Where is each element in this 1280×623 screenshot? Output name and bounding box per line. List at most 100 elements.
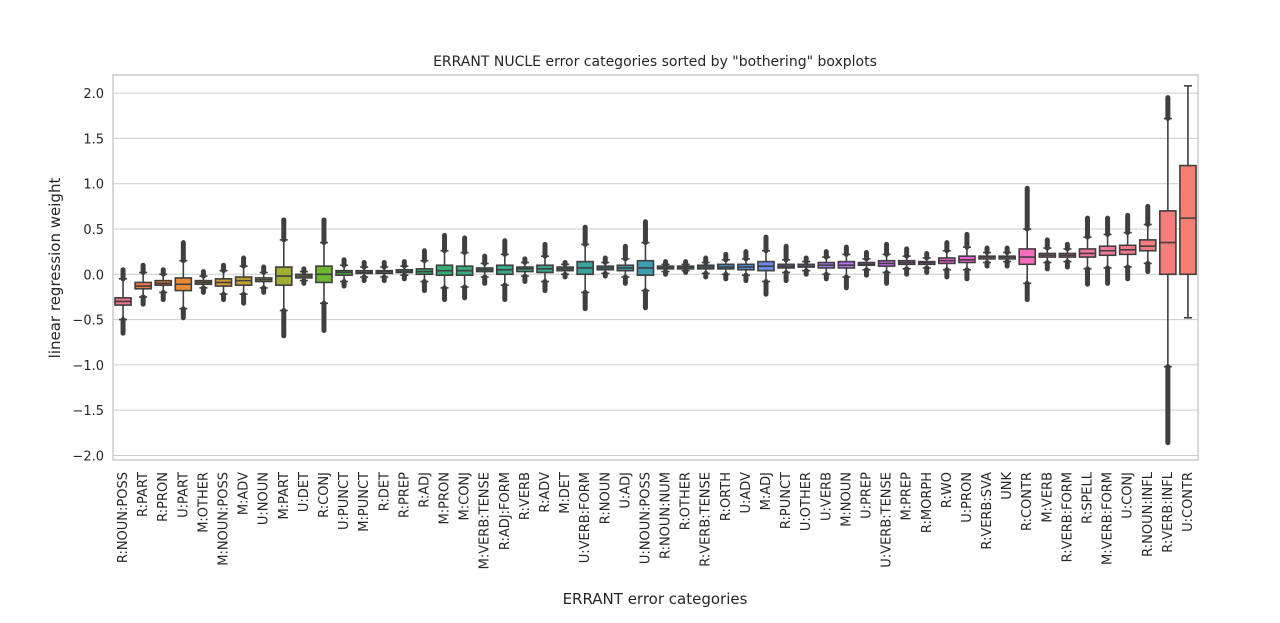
- x-tick-label: R:VERB:INFL: [1161, 471, 1176, 552]
- box-r-adj: [415, 248, 434, 294]
- box-r-verb: [516, 256, 534, 285]
- x-tick-label: M:VERB:FORM: [1101, 472, 1116, 565]
- y-tick-label: 1.5: [83, 132, 104, 147]
- x-tick-label: U:DET: [297, 472, 312, 512]
- y-tick-label: −1.0: [72, 359, 104, 374]
- y-tick-label: 2.0: [83, 87, 104, 102]
- x-tick-label: R:PRON: [156, 472, 171, 522]
- box-r-prep: [395, 259, 414, 282]
- gridlines: [113, 92, 1198, 456]
- box-m-part: [274, 217, 293, 339]
- x-tick-label: M:PART: [277, 472, 292, 520]
- y-tick-labels: 2.0 1.5 1.0 0.5 0.0 −0.5 −1.0 −1.5 −2.0: [72, 87, 104, 464]
- box-u-part: [174, 240, 193, 321]
- box-unk: [998, 245, 1016, 269]
- box-r-verb-form: [1058, 241, 1077, 270]
- plot-frame: [112, 74, 1199, 461]
- box-u-adv: [737, 249, 755, 284]
- y-tick-label: −1.5: [72, 404, 104, 419]
- box-m-verb-tense: [475, 253, 494, 286]
- box-m-adv: [234, 255, 253, 306]
- x-tick-label: U:PART: [176, 472, 191, 518]
- x-tick-label: U:VERB:TENSE: [880, 472, 895, 568]
- box-u-verb: [817, 249, 836, 282]
- box-r-spell: [1078, 215, 1097, 287]
- x-tick-label: M:VERB: [1040, 472, 1055, 523]
- y-axis-label: linear regression weight: [46, 178, 64, 359]
- x-tick-label: U:VERB:FORM: [578, 472, 593, 563]
- box-m-other: [194, 269, 213, 295]
- x-tick-label: R:NOUN:POSS: [116, 472, 131, 563]
- x-tick-label: M:ADJ: [759, 472, 774, 510]
- box-u-verb-form: [576, 224, 595, 312]
- box-u-contr: [1179, 85, 1197, 319]
- box-u-punct: [335, 257, 353, 289]
- x-tick-label: R:PUNCT: [779, 472, 794, 529]
- box-m-adj: [757, 234, 775, 297]
- box-r-part: [134, 262, 152, 307]
- box-u-noun-poss: [636, 219, 655, 311]
- box-u-det: [295, 266, 313, 286]
- y-tick-label: 0.0: [83, 268, 104, 283]
- x-tick-label: M:OTHER: [196, 472, 211, 533]
- box-m-noun-poss: [214, 262, 233, 303]
- x-tick-label: M:ADV: [237, 472, 252, 515]
- x-tick-label: UNK: [1000, 472, 1015, 500]
- x-tick-label: U:ADJ: [618, 472, 633, 509]
- box-r-orth: [716, 251, 735, 282]
- box-u-conj: [1118, 212, 1137, 282]
- box-r-other: [676, 259, 695, 275]
- box-r-contr: [1018, 185, 1037, 303]
- box-r-wo: [938, 240, 956, 280]
- x-tick-label: U:PREP: [859, 472, 874, 519]
- box-r-verb-tense: [696, 255, 715, 280]
- x-tick-label: U:ADV: [739, 472, 754, 514]
- box-r-noun-poss: [114, 267, 132, 336]
- x-tick-label: M:PUNCT: [357, 472, 372, 532]
- x-tick-label: R:NOUN:NUM: [659, 472, 674, 559]
- x-tick-label: R:VERB:TENSE: [699, 472, 714, 567]
- box-r-det: [375, 260, 394, 284]
- box-r-noun-num: [656, 259, 675, 277]
- box-r-noun-infl: [1138, 203, 1157, 275]
- x-tick-label: R:ORTH: [719, 472, 734, 521]
- x-tick-label: R:CONTR: [1020, 472, 1035, 531]
- x-tick-label: R:MORPH: [920, 472, 935, 533]
- box-m-prep: [897, 246, 916, 277]
- x-tick-label: M:DET: [558, 472, 573, 514]
- x-tick-label: R:VERB: [518, 472, 533, 520]
- x-tick-label: R:ADJ:FORM: [498, 472, 513, 550]
- x-tick-label: U:VERB: [819, 472, 834, 521]
- y-tick-label: −0.5: [72, 314, 104, 329]
- box-u-prep: [857, 250, 876, 278]
- box-m-punct: [355, 260, 373, 284]
- box-r-adj-form: [495, 238, 514, 303]
- x-tick-label: M:CONJ: [458, 472, 473, 520]
- box-m-verb-form: [1098, 215, 1117, 286]
- box-r-noun: [596, 255, 615, 279]
- x-tick-label: R:VERB:FORM: [1060, 472, 1075, 562]
- box-m-conj: [455, 235, 474, 301]
- box-r-adv: [536, 241, 554, 294]
- x-tick-label: R:NOUN: [598, 472, 613, 524]
- box-iqr: [1179, 164, 1197, 276]
- x-axis-label: ERRANT error categories: [563, 590, 748, 608]
- box-r-morph: [917, 250, 936, 275]
- x-tick-label: R:OTHER: [679, 472, 694, 530]
- x-tick-label: R:NOUN:INFL: [1141, 471, 1156, 557]
- x-tick-label: U:NOUN:POSS: [638, 472, 653, 564]
- box-u-verb-tense: [877, 241, 896, 286]
- x-tick-label: U:PRON: [960, 472, 975, 523]
- box-iqr: [1138, 239, 1157, 252]
- box-r-verb-sva: [978, 245, 996, 269]
- x-tick-label: M:NOUN: [839, 472, 854, 527]
- x-tick-label: M:PREP: [900, 472, 915, 521]
- box-r-verb-infl: [1159, 95, 1177, 446]
- box-r-punct: [777, 243, 795, 284]
- box-u-pron: [958, 231, 976, 282]
- x-tick-label: M:VERB:TENSE: [478, 472, 493, 569]
- x-tick-label: U:CONJ: [1121, 472, 1136, 519]
- x-tick-label: R:VERB:SVA: [980, 472, 995, 550]
- x-tick-label: U:OTHER: [799, 472, 814, 531]
